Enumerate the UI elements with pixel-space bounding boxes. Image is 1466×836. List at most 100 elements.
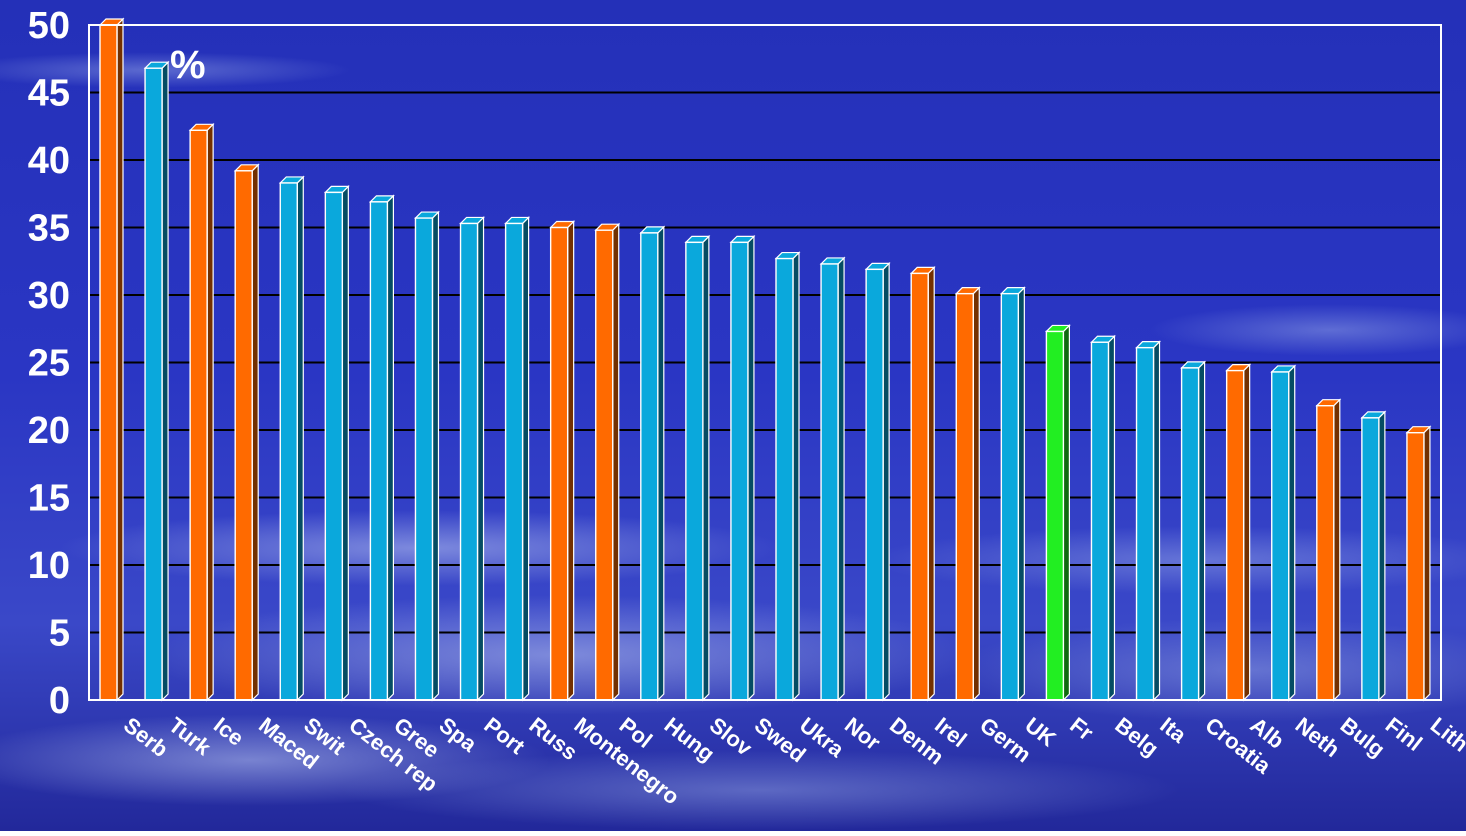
bar-side (521, 216, 530, 702)
bar (1405, 425, 1432, 702)
bar-side (567, 220, 575, 702)
bar (729, 234, 756, 702)
y-tick-label: 45 (28, 73, 70, 115)
bar-side (1062, 324, 1071, 702)
bar-side (116, 17, 124, 702)
y-tick-label: 20 (28, 410, 70, 452)
y-tick-label: 35 (28, 208, 70, 250)
y-tick-label: 5 (49, 613, 70, 655)
bar-front (1361, 417, 1380, 701)
y-tick-label: 10 (28, 545, 70, 587)
bar-side (1017, 286, 1025, 702)
plot-frame (88, 24, 1442, 701)
bar-front (459, 222, 479, 701)
bar (278, 175, 305, 702)
bar-front (369, 201, 389, 701)
bar-front (775, 257, 794, 701)
bar-side (431, 210, 440, 702)
bar-front (414, 217, 434, 701)
bar (1135, 340, 1161, 702)
bar (1090, 334, 1116, 702)
bar (1225, 363, 1252, 702)
bar-front (595, 229, 614, 701)
bar (1270, 364, 1297, 702)
bar-side (1197, 360, 1206, 702)
y-tick-label: 15 (28, 478, 70, 520)
bar-front (1045, 330, 1065, 701)
bar-side (1243, 363, 1251, 702)
bar (549, 220, 576, 702)
bar-side (1333, 398, 1341, 702)
bar-side (837, 256, 845, 702)
y-tick-label: 0 (49, 680, 70, 722)
bar-side (1107, 334, 1116, 702)
bars (98, 17, 1432, 702)
y-axis-tick-labels: 0 5 10 15 20 25 30 35 40 45 50 (28, 5, 70, 722)
bar-side (612, 222, 620, 702)
bar-front (685, 241, 704, 701)
bar (864, 261, 891, 702)
bar-front (1225, 369, 1245, 701)
bar-side (1152, 340, 1161, 702)
bar-side (206, 122, 214, 702)
bar-front (955, 292, 974, 701)
y-tick-label: 30 (28, 275, 70, 317)
bar-front (1271, 371, 1290, 701)
bar-front (1135, 346, 1155, 701)
bar-side (882, 261, 890, 702)
bar (909, 265, 936, 702)
bar-side (657, 225, 665, 702)
y-tick-label: 50 (28, 5, 70, 47)
bar-front (910, 272, 929, 701)
bar (98, 17, 125, 702)
bar-front (279, 182, 298, 701)
bar-front (549, 226, 569, 701)
bar (233, 163, 260, 702)
bar-front (144, 67, 163, 701)
bar (954, 286, 981, 702)
y-tick-label: 25 (28, 343, 70, 385)
bar-side (386, 194, 394, 702)
bar-front (504, 222, 524, 701)
bar (999, 286, 1026, 702)
bar-side (792, 251, 800, 702)
bar-front (1316, 405, 1335, 701)
bar-front (1180, 367, 1200, 701)
bar-side (476, 216, 485, 702)
bar-front (1090, 341, 1110, 701)
bar-front (730, 241, 749, 701)
bar (1180, 360, 1207, 702)
bar (368, 194, 395, 702)
bar-side (702, 234, 710, 702)
bar (774, 251, 801, 702)
bar-front (1000, 292, 1020, 701)
bar (1044, 324, 1071, 702)
bar-front (234, 170, 253, 701)
bar-front (820, 263, 839, 701)
bar-side (251, 163, 259, 702)
bar (504, 216, 531, 702)
bar (594, 222, 621, 702)
bar (1360, 410, 1387, 702)
bar (323, 184, 350, 702)
bar-side (927, 265, 935, 702)
bar-side (296, 175, 304, 702)
bar-side (1423, 425, 1431, 702)
bar (143, 60, 170, 702)
bar (819, 256, 846, 702)
bar-side (161, 60, 169, 702)
bar-front (99, 24, 118, 701)
bar-side (747, 234, 755, 702)
bar (188, 122, 215, 702)
bar-front (324, 191, 344, 701)
bar (459, 216, 485, 702)
bar-front (865, 268, 884, 701)
gridlines (89, 91, 1441, 634)
y-tick-label: 40 (28, 140, 70, 182)
bar (639, 225, 666, 702)
bar (1315, 398, 1342, 702)
bar-front (189, 129, 208, 701)
unit-label: % (170, 43, 206, 87)
